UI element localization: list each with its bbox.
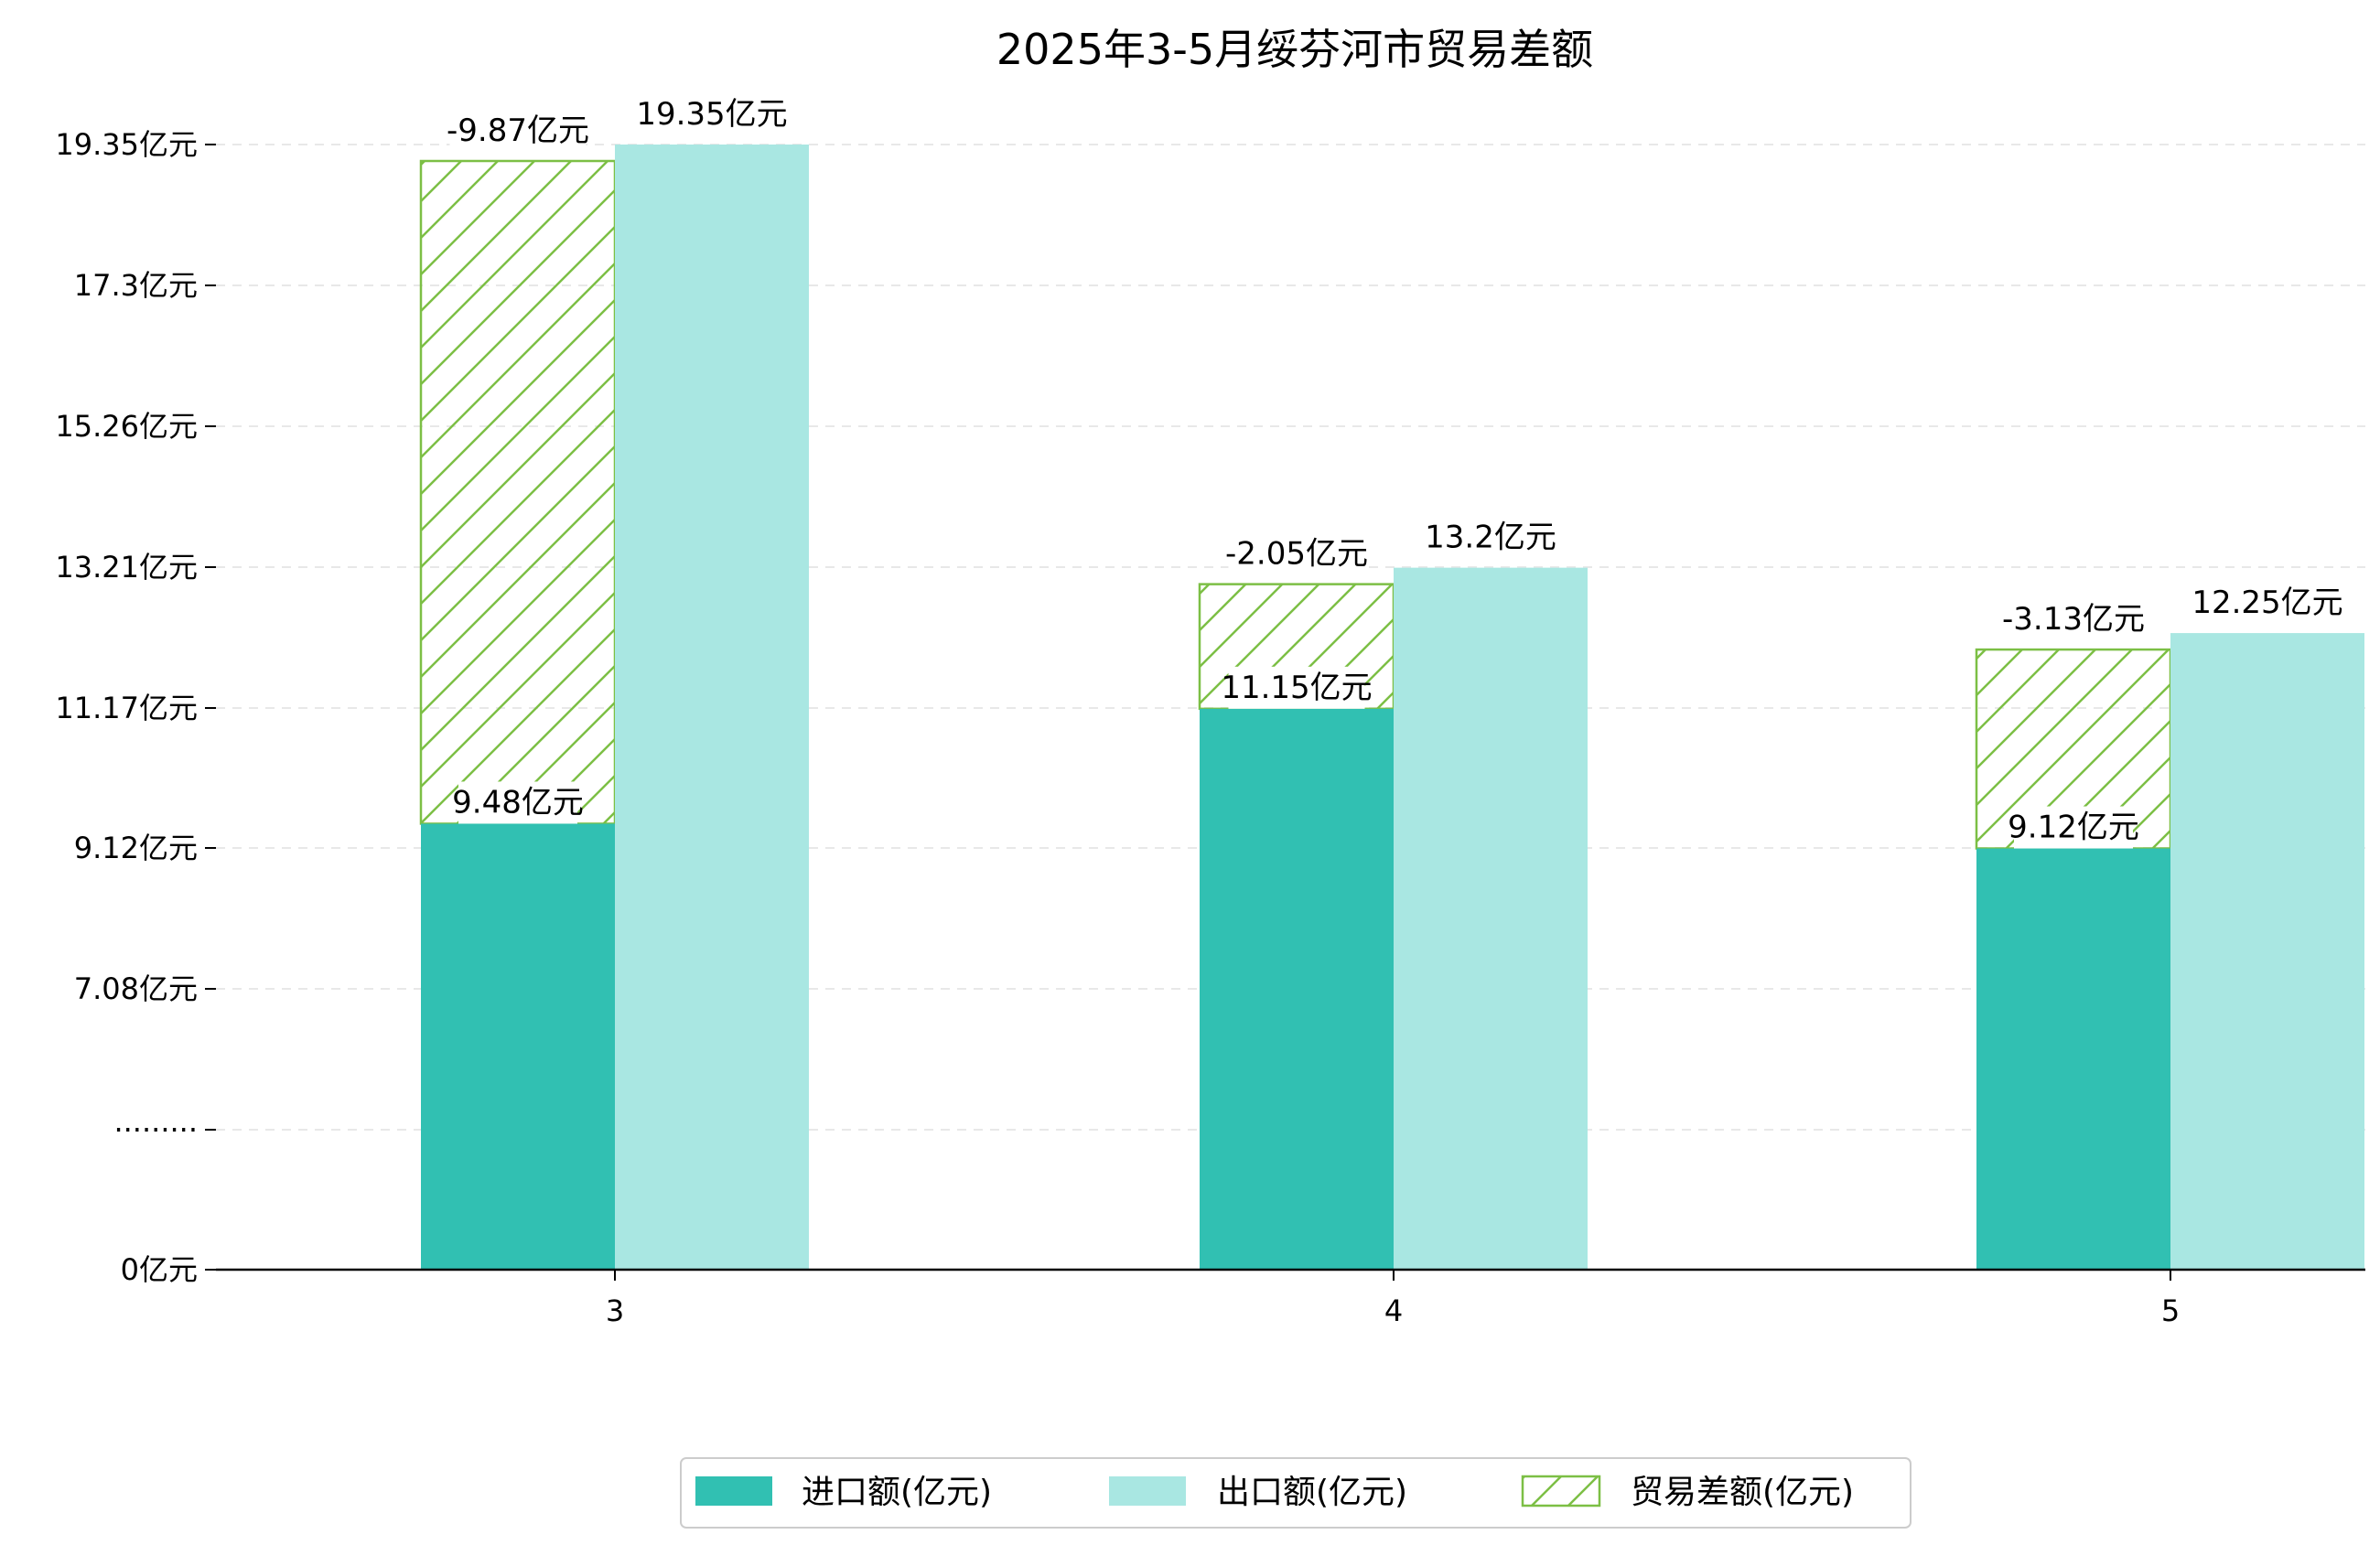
- bar-import: [1976, 848, 2170, 1270]
- y-tick-label: 13.21亿元: [55, 550, 198, 585]
- bar-import: [1200, 708, 1394, 1270]
- y-tick-label: 19.35亿元: [55, 127, 198, 162]
- x-tick-label: 5: [2161, 1293, 2180, 1328]
- x-axis: 3 4 5: [216, 1268, 2365, 1328]
- bar-balance: [419, 159, 617, 825]
- bar-export: [2170, 633, 2364, 1270]
- x-tick-label: 3: [606, 1293, 624, 1328]
- y-axis: 0亿元 ········· 7.08亿元 9.12亿元 11.17亿元 13.21亿元 15…: [55, 127, 216, 1287]
- y-tick-label: ·········: [113, 1112, 198, 1147]
- y-tick-label: 17.3亿元: [74, 268, 198, 303]
- label-import: 11.15亿元: [1221, 670, 1372, 706]
- label-import-bg: [458, 781, 577, 824]
- legend-swatch-balance: [1521, 1475, 1601, 1507]
- label-export: 12.25亿元: [2192, 585, 2342, 621]
- data-labels: 9.48亿元 19.35亿元 -9.87亿元 11.15亿元 13.2亿元 -2.05亿元…: [447, 93, 2343, 849]
- label-export-bg: [2199, 582, 2336, 625]
- label-import: 9.12亿元: [2008, 810, 2139, 846]
- legend-swatch-export: [1109, 1476, 1186, 1506]
- label-balance: -2.05亿元: [1225, 536, 1368, 573]
- chart-title: 2025年3-5月绥芬河市贸易差额: [996, 25, 1593, 74]
- legend-label-export: 出口额(亿元): [1217, 1474, 1407, 1511]
- label-export-bg: [643, 93, 781, 135]
- y-tick-label: 11.17亿元: [55, 691, 198, 725]
- label-import-bg: [2014, 806, 2133, 849]
- x-tick-label: 4: [1384, 1293, 1403, 1328]
- label-balance: -9.87亿元: [447, 113, 589, 149]
- label-balance-bg: [2005, 598, 2142, 641]
- label-export: 19.35亿元: [636, 96, 787, 133]
- label-import: 9.48亿元: [452, 784, 584, 821]
- bars: [419, 145, 2364, 1270]
- bar-export: [1394, 567, 1588, 1270]
- label-balance-bg: [1228, 532, 1365, 575]
- y-tick-label: 9.12亿元: [74, 831, 198, 865]
- label-export: 13.2亿元: [1425, 520, 1556, 556]
- label-balance-bg: [449, 110, 587, 152]
- legend-label-import: 进口额(亿元): [802, 1474, 992, 1511]
- legend-swatch-import: [695, 1476, 772, 1506]
- bar-import: [421, 823, 615, 1270]
- y-tick-label: 15.26亿元: [55, 409, 198, 444]
- legend-label-balance: 贸易差额(亿元): [1631, 1474, 1854, 1511]
- label-import-bg: [1228, 666, 1365, 709]
- legend: 进口额(亿元) 出口额(亿元) 贸易差额(亿元): [680, 1457, 1912, 1529]
- label-export-bg: [1431, 516, 1550, 559]
- y-tick-label: 7.08亿元: [74, 971, 198, 1006]
- legend-frame: [680, 1457, 1912, 1529]
- label-balance: -3.13亿元: [2002, 601, 2145, 638]
- y-tick-label: 0亿元: [121, 1252, 198, 1287]
- bar-export: [615, 145, 809, 1270]
